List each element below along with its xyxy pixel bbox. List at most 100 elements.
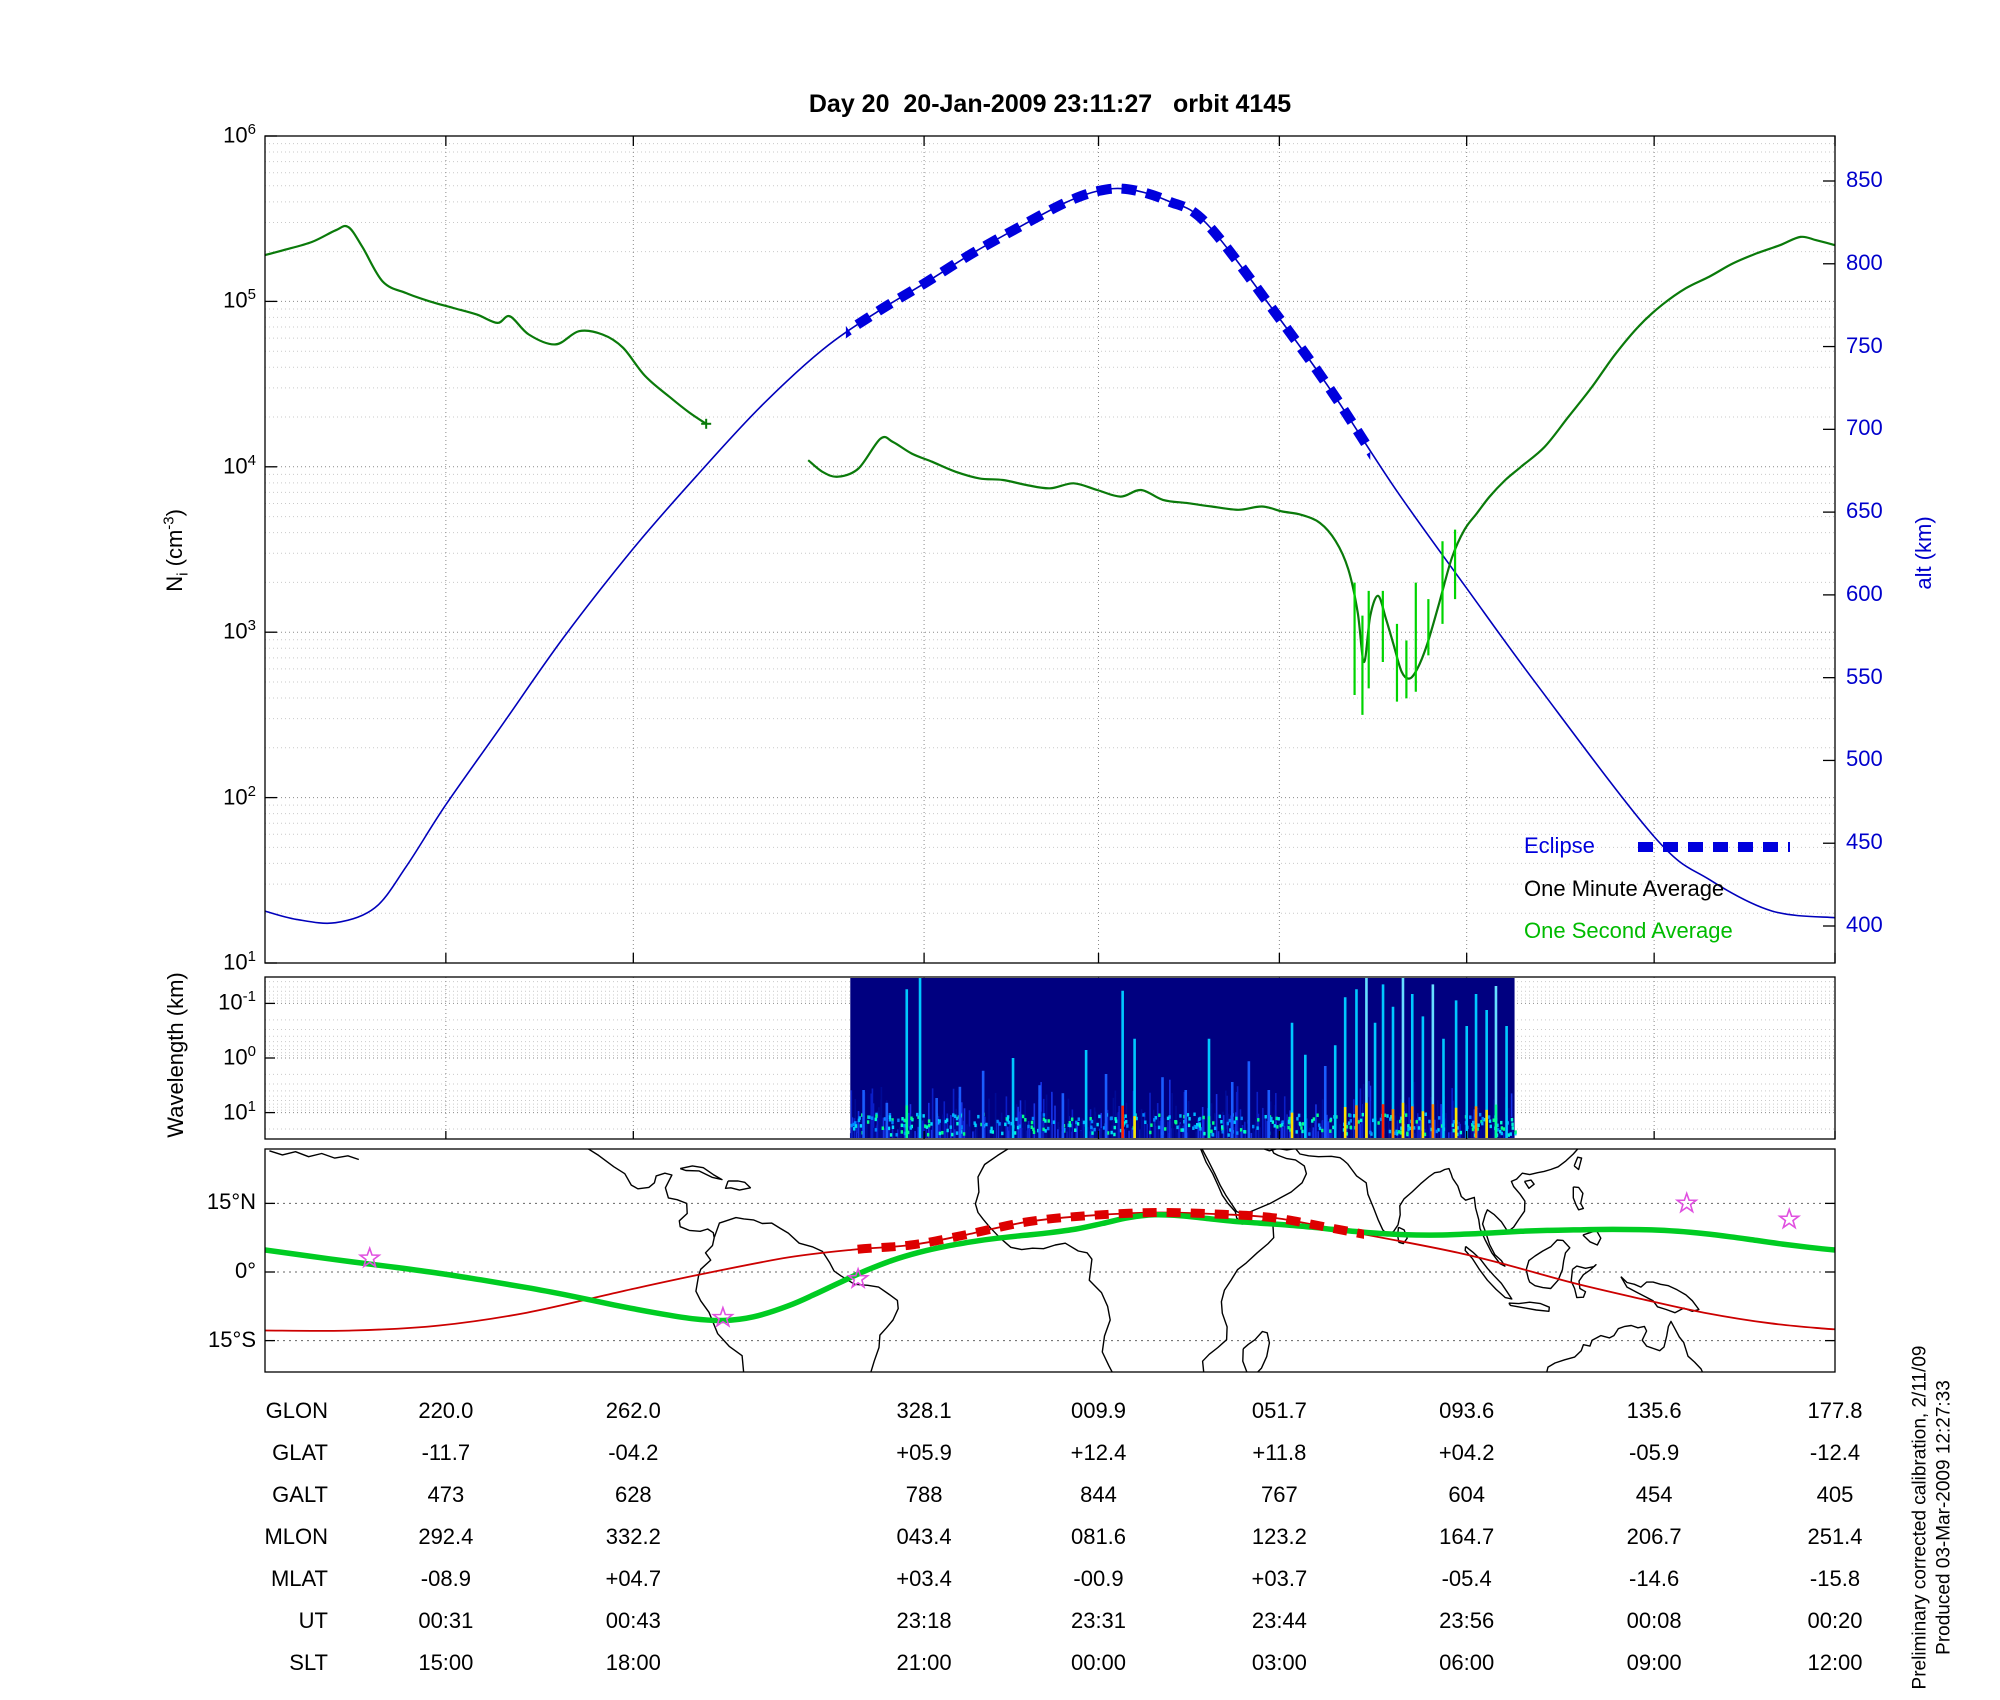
alt-axis-tick-450: 450 — [1846, 829, 1883, 855]
table-cell-SLT-1: 18:00 — [605, 1650, 661, 1675]
table-cell-MLON-3: 081.6 — [1070, 1524, 1127, 1549]
y-axis-label-wavelength: Wavelength (km) — [163, 972, 188, 1138]
table-cell-UT-4: 23:44 — [1251, 1608, 1307, 1633]
table-cell-MLON-6: 206.7 — [1626, 1524, 1682, 1549]
table-cell-UT-0: 00:31 — [418, 1608, 474, 1633]
table-cell-MLON-5: 164.7 — [1439, 1524, 1495, 1549]
legend-label-one-minute-average: One Minute Average — [1524, 876, 1725, 901]
alt-axis-tick-500: 500 — [1846, 746, 1883, 772]
table-row-label-MLAT: MLAT — [270, 1566, 328, 1591]
table-cell-SLT-4: 03:00 — [1251, 1650, 1307, 1675]
table-cell-GALT-0: 473 — [427, 1482, 465, 1507]
alt-axis-tick-650: 650 — [1846, 498, 1883, 524]
table-cell-GALT-5: 604 — [1448, 1482, 1486, 1507]
alt-axis-tick-800: 800 — [1846, 249, 1883, 275]
table-cell-GLAT-4: +11.8 — [1252, 1440, 1307, 1465]
alt-axis-tick-550: 550 — [1846, 663, 1883, 689]
table-cell-MLAT-3: -00.9 — [1073, 1566, 1124, 1591]
table-cell-MLAT-0: -08.9 — [420, 1566, 471, 1591]
density-axis-tick-10e2: 102 — [223, 782, 256, 809]
table-cell-MLAT-2: +03.4 — [896, 1566, 952, 1591]
table-cell-MLAT-4: +03.7 — [1251, 1566, 1308, 1591]
table-cell-UT-1: 00:43 — [605, 1608, 661, 1633]
legend-label-eclipse: Eclipse — [1524, 833, 1595, 858]
map-lat-tick: 15°S — [208, 1326, 256, 1352]
map-grid — [265, 1202, 1835, 1342]
table-cell-GALT-2: 788 — [905, 1482, 943, 1507]
table-row-label-GALT: GALT — [272, 1482, 328, 1507]
station-star-icon — [357, 1245, 382, 1269]
table-cell-SLT-7: 12:00 — [1807, 1650, 1863, 1675]
density-axis-tick-10e3: 103 — [223, 617, 256, 644]
figure-title: Day 20 20-Jan-2009 23:11:27 orbit 4145 — [808, 90, 1292, 118]
table-cell-GLAT-0: -11.7 — [421, 1440, 471, 1465]
table-cell-SLT-0: 15:00 — [418, 1650, 474, 1675]
table-cell-UT-2: 23:18 — [896, 1608, 952, 1633]
table-cell-GLAT-7: -12.4 — [1809, 1440, 1861, 1465]
map-lat-tick: 15°N — [206, 1189, 256, 1215]
table-cell-MLON-7: 251.4 — [1807, 1524, 1863, 1549]
table-cell-MLON-0: 292.4 — [418, 1524, 474, 1549]
legend-label-one-second-average: One Second Average — [1524, 918, 1733, 943]
alt-axis-tick-700: 700 — [1846, 415, 1883, 441]
side-note-calibration: Preliminary corrected calibration, 2/11/… — [1909, 1345, 1931, 1690]
side-note-produced: Produced 03-Mar-2009 12:27:33 — [1933, 1380, 1955, 1655]
wavelength-axis-tick-10e0: 100 — [223, 1043, 256, 1070]
spectrogram — [849, 978, 1517, 1138]
y-axis-label-altitude: alt (km) — [1911, 516, 1936, 590]
table-cell-GALT-6: 454 — [1635, 1482, 1673, 1507]
table-cell-GLAT-2: +05.9 — [896, 1440, 952, 1465]
table-cell-GALT-1: 628 — [614, 1482, 652, 1507]
density-axis-tick-10e6: 106 — [223, 121, 256, 148]
table-cell-UT-7: 00:20 — [1807, 1608, 1863, 1633]
station-star-icon — [1674, 1190, 1699, 1214]
table-cell-SLT-3: 00:00 — [1070, 1650, 1127, 1675]
eclipse-overlay — [845, 183, 1371, 461]
map-magnetic-equator — [265, 1211, 1835, 1324]
table-cell-GLON-4: 051.7 — [1251, 1398, 1307, 1423]
density-second-spikes — [1353, 529, 1457, 715]
density-minute-curve — [264, 224, 1836, 680]
altitude-curve — [264, 187, 1836, 925]
table-row-label-GLON: GLON — [265, 1398, 328, 1423]
table-cell-GLAT-6: -05.9 — [1629, 1440, 1680, 1465]
table-cell-GLON-6: 135.6 — [1626, 1398, 1682, 1423]
y-axis-label-density: Ni (cm-3) — [160, 509, 192, 592]
table-cell-MLAT-1: +04.7 — [605, 1566, 662, 1591]
table-row-label-UT: UT — [298, 1608, 328, 1633]
map-lat-tick: 0° — [234, 1258, 256, 1283]
table-cell-UT-6: 00:08 — [1626, 1608, 1682, 1633]
table-cell-UT-5: 23:56 — [1439, 1608, 1495, 1633]
table-cell-MLON-2: 043.4 — [896, 1524, 952, 1549]
table-cell-GLAT-5: +04.2 — [1438, 1440, 1495, 1465]
table-cell-GLON-2: 328.1 — [896, 1398, 952, 1423]
table-row-label-GLAT: GLAT — [272, 1440, 328, 1465]
table-row-label-SLT: SLT — [289, 1650, 328, 1675]
density-axis-tick-10e1: 101 — [223, 948, 256, 975]
station-star-icon — [846, 1266, 870, 1289]
table-cell-GLON-5: 093.6 — [1439, 1398, 1495, 1423]
alt-axis-tick-600: 600 — [1846, 580, 1883, 606]
table-cell-UT-3: 23:31 — [1070, 1608, 1127, 1633]
table-cell-GALT-4: 767 — [1261, 1482, 1298, 1507]
table-cell-GALT-7: 405 — [1816, 1482, 1854, 1507]
table-cell-GLON-0: 220.0 — [418, 1398, 474, 1423]
table-cell-MLAT-6: -14.6 — [1629, 1566, 1680, 1591]
table-cell-GLON-1: 262.0 — [605, 1398, 661, 1423]
table-cell-SLT-6: 09:00 — [1626, 1650, 1682, 1675]
top-panel-grid — [265, 136, 1835, 963]
table-cell-MLON-4: 123.2 — [1251, 1524, 1307, 1549]
table-cell-MLAT-7: -15.8 — [1809, 1566, 1861, 1591]
table-cell-GLON-3: 009.9 — [1070, 1398, 1127, 1423]
alt-axis-tick-850: 850 — [1846, 167, 1883, 192]
map-content — [265, 1149, 1835, 1372]
table-cell-SLT-5: 06:00 — [1439, 1650, 1495, 1675]
map-stations — [357, 1190, 1802, 1328]
alt-axis-tick-750: 750 — [1846, 332, 1883, 358]
axis-ticks — [265, 135, 1836, 1342]
table-row-label-MLON: MLON — [264, 1524, 328, 1549]
table-cell-MLAT-5: -05.4 — [1441, 1566, 1492, 1591]
table-cell-GALT-3: 844 — [1080, 1482, 1117, 1507]
